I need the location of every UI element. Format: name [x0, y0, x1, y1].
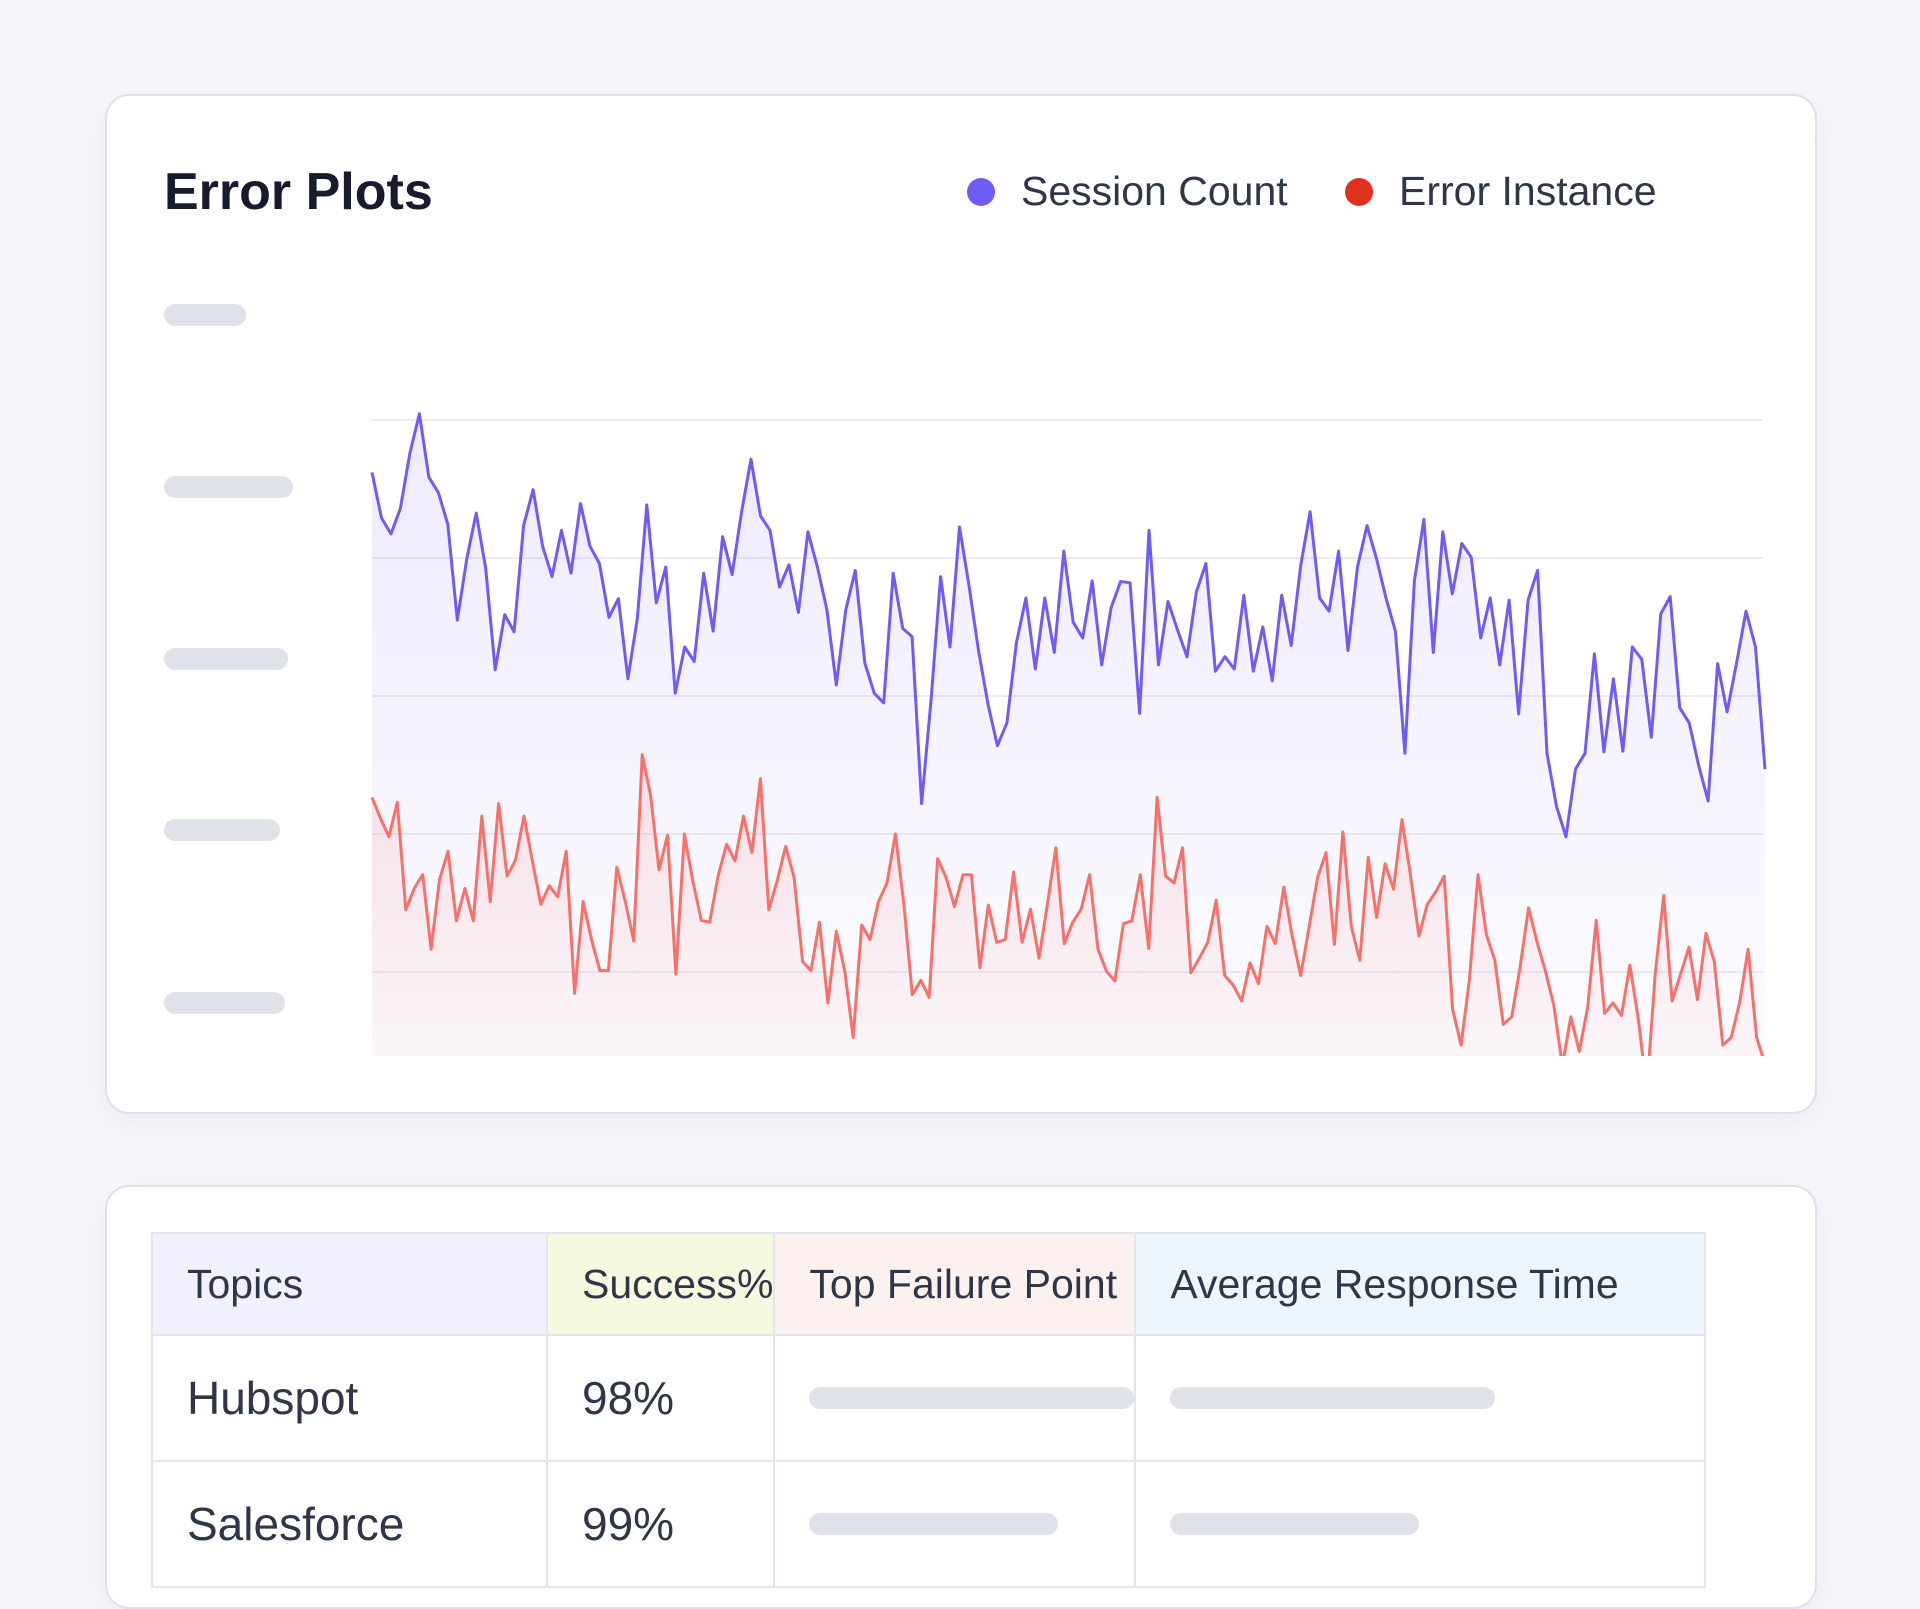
- placeholder-bar: [809, 1513, 1059, 1535]
- header-topics: Topics: [151, 1232, 548, 1336]
- topic-cell: Hubspot: [151, 1334, 548, 1462]
- topics-table-card: Topics Success% Top Failure Point Averag…: [105, 1185, 1817, 1609]
- legend-dot-error-instance: [1345, 177, 1373, 206]
- legend-label: Session Count: [1021, 168, 1288, 214]
- header-top-failure-point: Top Failure Point: [773, 1232, 1137, 1336]
- y-tick-placeholder: [164, 992, 285, 1014]
- avg-response-cell: [1134, 1460, 1707, 1588]
- y-tick-placeholder: [164, 304, 246, 326]
- placeholder-bar: [1170, 1387, 1496, 1409]
- chart-title: Error Plots: [164, 163, 433, 221]
- table-row: Hubspot 98%: [151, 1334, 1707, 1462]
- y-tick-placeholder: [164, 819, 280, 841]
- placeholder-bar: [809, 1387, 1135, 1409]
- legend-dot-session-count: [967, 177, 995, 206]
- header-average-response-time: Average Response Time: [1134, 1232, 1707, 1336]
- table-row: Salesforce 99%: [151, 1460, 1707, 1588]
- series-line-error-instance: [370, 753, 1765, 1056]
- legend-item-error-instance: Error Instance: [1345, 168, 1657, 215]
- avg-response-cell: [1134, 1334, 1707, 1462]
- y-tick-placeholder: [164, 648, 288, 670]
- top-failure-cell: [773, 1460, 1137, 1588]
- y-tick-placeholder: [164, 476, 293, 498]
- table-header-row: Topics Success% Top Failure Point Averag…: [151, 1232, 1707, 1336]
- legend-label: Error Instance: [1399, 168, 1657, 214]
- series-line-session-count: [370, 412, 1767, 839]
- top-failure-cell: [773, 1334, 1137, 1462]
- header-success: Success%: [545, 1232, 776, 1336]
- placeholder-bar: [1170, 1513, 1420, 1535]
- legend-item-session-count: Session Count: [967, 168, 1288, 215]
- success-cell: 99%: [545, 1460, 776, 1588]
- error-plots-card: Error Plots Session Count Error Instance: [105, 94, 1817, 1114]
- series-area-error-instance: [372, 754, 1763, 1056]
- success-cell: 98%: [545, 1334, 776, 1462]
- line-chart: [370, 412, 1767, 1056]
- topic-cell: Salesforce: [151, 1460, 548, 1588]
- topics-table: Topics Success% Top Failure Point Averag…: [151, 1232, 1707, 1588]
